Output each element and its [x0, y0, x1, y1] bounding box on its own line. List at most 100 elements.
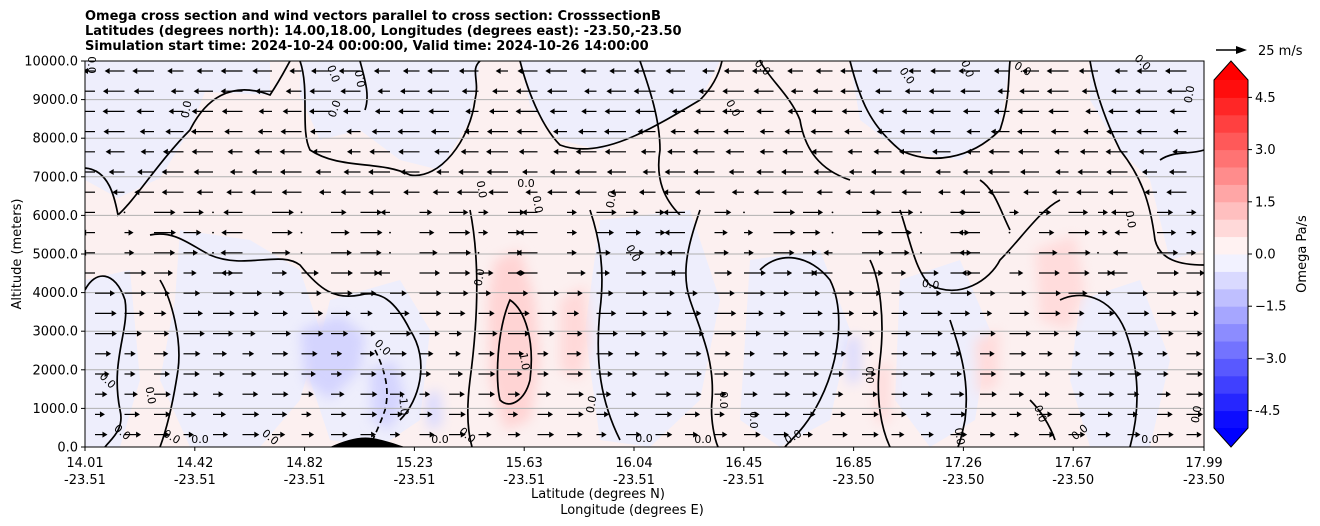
- wind-vector-head: [662, 350, 668, 357]
- x-tick-label-lat: 14.82: [286, 456, 323, 471]
- wind-vector-head: [516, 128, 522, 135]
- x-axis-label-latitude: Latitude (degrees N): [531, 487, 665, 502]
- colorbar-band: [1214, 271, 1248, 290]
- wind-vector-head: [930, 371, 936, 377]
- wind-vector-head: [220, 68, 226, 74]
- wind-vector-head: [254, 148, 260, 155]
- wind-vector-head: [636, 431, 642, 438]
- wind-vector-head: [966, 128, 972, 135]
- wind-vector-head: [490, 371, 496, 377]
- wind-vector-head: [571, 209, 577, 216]
- wind-vector-head: [725, 350, 731, 357]
- wind-vector-head: [130, 350, 136, 357]
- wind-vector-head: [760, 290, 766, 297]
- contour-line: [1159, 149, 1204, 161]
- contour-label: 0.0: [143, 386, 159, 405]
- wind-vector-head: [110, 290, 116, 297]
- wind-vector-head: [168, 108, 174, 115]
- wind-vector-head: [719, 411, 725, 418]
- wind-vector-head: [428, 350, 434, 357]
- wind-vector-head: [220, 249, 226, 256]
- wind-vector-head: [751, 68, 757, 74]
- wind-vector-head: [1047, 350, 1053, 357]
- reference-arrow-icon: [1236, 46, 1247, 54]
- colorbar-band: [1214, 149, 1248, 168]
- wind-vector-dot: [212, 211, 214, 214]
- wind-vector-head: [460, 310, 466, 317]
- wind-vector-head: [1080, 431, 1086, 438]
- wind-vector-head: [372, 411, 378, 418]
- wind-vector-head: [228, 330, 234, 337]
- wind-vector-head: [133, 88, 139, 95]
- wind-vector-head: [434, 148, 440, 155]
- wind-vector-head: [427, 88, 433, 95]
- wind-vector-head: [1172, 148, 1178, 155]
- wind-vector-head: [488, 189, 494, 196]
- wind-vector-head: [1045, 371, 1051, 377]
- wind-vector-head: [959, 249, 965, 256]
- colorbar-tick-label: 1.5: [1255, 195, 1276, 210]
- negative-region: [740, 250, 850, 447]
- x-tick-label-lon: -23.51: [64, 473, 106, 488]
- wind-vector-head: [869, 189, 875, 196]
- wind-vector-head: [523, 290, 529, 297]
- wind-vector-head: [808, 431, 814, 438]
- wind-vector-head: [811, 270, 817, 276]
- wind-vector-head: [191, 411, 197, 418]
- wind-vector-head: [553, 128, 559, 135]
- wind-vector-dot: [831, 211, 834, 214]
- wind-vector-head: [193, 249, 199, 256]
- wind-vector-head: [694, 189, 700, 196]
- wind-vector-head: [483, 209, 489, 216]
- wind-vector-head: [815, 290, 821, 297]
- wind-vector-head: [693, 169, 699, 175]
- wind-vector-head: [1168, 169, 1174, 175]
- wind-vector-head: [401, 371, 407, 377]
- wind-vector-head: [991, 391, 997, 398]
- wind-vector-head: [849, 310, 855, 317]
- contour-label: 0.0: [1182, 85, 1198, 104]
- y-tick-label: 7000.0: [33, 170, 79, 185]
- contour-line: [85, 275, 127, 447]
- wind-vector-head: [575, 148, 581, 155]
- wind-vector-head: [993, 68, 999, 74]
- wind-vector-head: [938, 189, 944, 196]
- wind-vector-head: [280, 128, 286, 135]
- wind-vector-head: [285, 249, 291, 256]
- wind-vector-head: [283, 371, 289, 377]
- wind-vector-head: [432, 249, 438, 256]
- wind-vector-head: [841, 350, 847, 357]
- wind-vector-head: [815, 229, 821, 236]
- wind-vector-head: [608, 350, 614, 357]
- wind-vector-head: [161, 310, 167, 317]
- wind-vector-head: [310, 128, 316, 135]
- contour-line: [1029, 399, 1056, 441]
- wind-vector-head: [140, 148, 146, 155]
- wind-vector-head: [660, 229, 666, 236]
- wind-vector-head: [488, 270, 494, 276]
- wind-vector-head: [548, 411, 554, 418]
- wind-vector-head: [962, 108, 968, 115]
- negative-omega-core: [370, 360, 405, 430]
- x-axis: 14.01 -23.51 14.42 -23.51 14.82 -23.51 15.23 -2…: [64, 447, 1225, 488]
- wind-vector-head: [936, 290, 942, 297]
- wind-vector-head: [1014, 431, 1020, 438]
- negative-region: [1070, 280, 1170, 447]
- title-line-1: Omega cross section and wind vectors par…: [85, 9, 661, 24]
- wind-vector-head: [812, 391, 818, 398]
- wind-vector-head: [455, 350, 461, 357]
- wind-vector-head: [671, 108, 677, 115]
- wind-vector-head: [842, 431, 848, 438]
- wind-vector-head: [1197, 330, 1203, 337]
- wind-vector-head: [991, 371, 997, 377]
- wind-vector-head: [1046, 88, 1052, 95]
- wind-vector-head: [226, 189, 232, 196]
- wind-vector-head: [1049, 229, 1055, 236]
- wind-vector-head: [753, 88, 759, 95]
- wind-vector-head: [604, 128, 610, 135]
- wind-vector-head: [165, 290, 171, 297]
- wind-vector-head: [878, 108, 884, 115]
- wind-vector-head: [104, 68, 110, 74]
- wind-vector-head: [1076, 189, 1082, 196]
- wind-vector-head: [346, 249, 352, 256]
